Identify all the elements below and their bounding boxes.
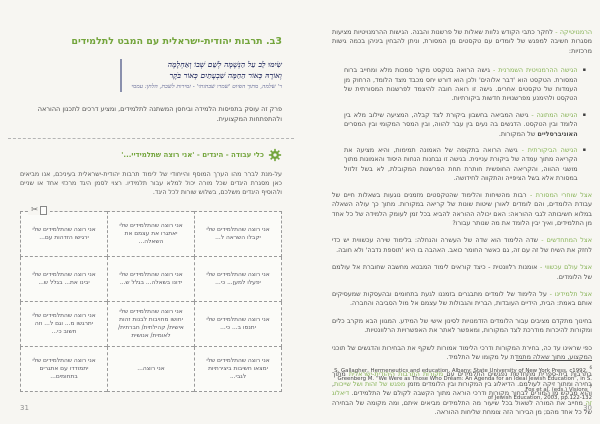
paragraph-text: שדה הלימוד הוא שדה של העשרה והנחלה: בלימ…	[332, 236, 592, 254]
closing-text: מחייב את המורה לשאול בכל שיעור מה התלמיד…	[332, 398, 592, 416]
bullet-item-moderate: ▪ הגישה המתונה - גישה המביאה בחשבון ביקו…	[344, 111, 586, 139]
approach-bullet-list: ▪ הגישה ההרמנויטית השמרנית - גישה הרואה …	[332, 66, 592, 183]
worksheet-row: אני רוצה שהתלמידים שלי יתנסו ב... כי... …	[20, 301, 282, 347]
closing-green-term: דיאלוג זה	[332, 389, 592, 407]
closing-text: , והוא מבקש מן המורים לבחור מקורות ודרכי…	[332, 379, 592, 398]
chapter-intro-paragraph: פרק זה עוסק בתפיסות הלמידה וביחסן המשתנה…	[37, 105, 282, 123]
quote-attribution: ר' שלמה, מתוך הפיוט 'שמרו שבתותי' - זמיר…	[131, 84, 282, 90]
section-title: 3ב. תרבות יהודית-ישראלית עם המבט לתלמידי…	[71, 36, 282, 47]
paragraph-lead: הרמנויטיקה -	[555, 28, 592, 36]
quote-line-2: וְאוֹרָהּ כְּאוֹר הַחַמָּה שִׁבְעָתַיִם …	[169, 71, 282, 80]
paragraph-lead: אצל שוחרי המסורת -	[530, 190, 592, 199]
closing-green-term: מקורות התרבות היהודית-ישראלית	[348, 370, 444, 379]
hermeneutics-intro: הרמנויטיקה - לחקר כתבי הקודש נלוות שאלות…	[332, 28, 592, 56]
worksheet: ✂ אני רוצה שהתלמידים שלי יקבלו השראה ל..…	[20, 205, 282, 392]
square-bullet-icon: ▪	[582, 111, 586, 118]
footnote-text: Greenberg M. “We Were as Those Who Dream…	[337, 376, 592, 393]
worksheet-cell: אני רוצה שהתלמידים שלי ידונו בשאלה... בג…	[107, 256, 195, 302]
paragraph-text: אומנות רלוונטית - כיצד קוראים לימוד המבט…	[332, 263, 592, 281]
dashed-divider	[8, 138, 294, 139]
quote-line-1: שִׂימוּ לֵב עַל הַנְּשָׁמָה לְשֵׁם שְׁבו…	[167, 60, 282, 69]
worksheet-cell: אני רוצה שהתלמידים שלי יתמודדו עם אתגרים…	[20, 346, 108, 392]
page-right: הרמנויטיקה - לחקר כתבי הקודש נלוות שאלות…	[332, 0, 592, 424]
footnote-number: 7	[589, 384, 592, 390]
worksheet-cell: אני רוצה שהתלמידים שלי ימצאו חשיבות ביצי…	[194, 346, 282, 392]
bullet-lead: הגישה הביקורתית -	[521, 146, 578, 155]
footnote-divider	[516, 360, 592, 362]
bullet-text: הגישה המתונה - גישה המביאה בחשבון ביקורת…	[344, 111, 578, 139]
bullet-body: של המקורות.	[498, 129, 538, 138]
paragraph-text: לחקר כתבי הקודש נלוות שאלות של פרשנות וה…	[332, 28, 592, 55]
worksheet-cell: אני רוצה שהתלמידים שלי יקבלו השראה ל...	[194, 211, 282, 257]
paragraph-text: בחינוך מתקדם מציבים עבור הלומדים הזדמנוי…	[332, 316, 592, 335]
gear-icon	[268, 148, 282, 162]
footnote-text: S. Gallagher, Hermeneutics and education…	[334, 368, 588, 375]
closing-green-term: מפגש של זהות ושל שייכות	[334, 379, 406, 388]
worksheet-cell: אני רוצה שהתלמידים שלי יתנסו ב... כי...	[194, 301, 282, 347]
paragraph-plain-2: כפי שראינו עד כה, בחירת המקורות ודרכי הל…	[332, 344, 592, 363]
cutline-marker: ✂	[28, 205, 51, 215]
closing-text: מתוך בחירה ומתוך זיקה לעולמם. הדיאלוג בי…	[332, 370, 593, 388]
paragraph-talmidim: אצל תלמידינו - על הלימוד של לומדים מתבגר…	[332, 290, 592, 309]
page-glyph-icon	[40, 205, 48, 215]
worksheet-row: אני רוצה שהתלמידים שלי יקבלו השראה ל... …	[20, 211, 282, 257]
worksheet-cell: אני רוצה שהתלמידים שלי יבינו את... בגלל …	[20, 256, 108, 302]
closing-text: בתרבות בית-ספרית מתחדשת נפגשים התלמידים …	[443, 370, 592, 379]
paragraph-plain-1: בחינוך מתקדם מציבים עבור הלומדים הזדמנוי…	[332, 317, 592, 336]
worksheet-cell: אני רוצה...	[107, 346, 195, 392]
footnote-greenberg-line1: Greenberg M. “We Were as Those Who Dream…	[332, 375, 592, 394]
footnote-block: S. Gallagher, Hermeneutics and education…	[332, 360, 592, 402]
bullet-text: הגישה הביקורתית - גישה הרואה בתקופה של ה…	[344, 146, 578, 184]
tool-heading: כלי עבודה - היגדים - 'אני רוצה שתלמידיי.…	[121, 151, 264, 159]
worksheet-cell: אני רוצה שהתלמידים שלי ירגישו הזדהות עם.…	[20, 211, 108, 257]
paragraph-lead: אצל עולם עכשווי -	[539, 263, 592, 272]
paragraph-text: על הלימוד של לומדים מתבגרים בזמננו לגעת …	[332, 289, 592, 308]
worksheet-table: אני רוצה שהתלמידים שלי יקבלו השראה ל... …	[20, 211, 282, 392]
square-bullet-icon: ▪	[582, 67, 586, 74]
paragraph-olam: אצל עולם עכשווי - אומנות רלוונטית - כיצד…	[332, 263, 592, 282]
worksheet-cell: אני רוצה שהתלמידים שלי יחושו מחויבות לבנ…	[107, 301, 195, 347]
bullet-bold-term: האוניברסליים	[537, 129, 578, 138]
closing-paragraph: בתרבות בית-ספרית מתחדשת נפגשים התלמידים …	[332, 370, 592, 417]
worksheet-cell: אני רוצה שהתלמידים שלי יתרגשו מ... וגם ל…	[20, 301, 108, 347]
worksheet-row: אני רוצה שהתלמידים שלי ימצאו חשיבות ביצי…	[20, 346, 282, 392]
scissors-icon: ✂	[31, 205, 39, 215]
worksheet-row: אני רוצה שהתלמידים שלי יפעלו למען... כי.…	[20, 256, 282, 302]
paragraph-text: רבות מהשיחות והלימוד שהטקסטים מזמנים נוג…	[332, 190, 592, 227]
bullet-body: גישה הרואה בטקסט מקור סמכות מלא ומחייב ב…	[344, 66, 578, 103]
paragraph-lead: אצל תלמידינו -	[549, 289, 592, 298]
worksheet-cell: אני רוצה שהתלמידים שלי יאתגרו את עצמם את…	[107, 211, 195, 257]
footnote-text: of Jewish Education, 2003, pp.122-132	[487, 395, 592, 401]
bullet-item-critical: ▪ הגישה הביקורתית - גישה הרואה בתקופה של…	[344, 146, 586, 184]
bullet-text: הגישה ההרמנויטית השמרנית - גישה הרואה בט…	[344, 66, 578, 104]
page-left: 3ב. תרבות יהודית-ישראלית עם המבט לתלמידי…	[8, 0, 294, 424]
page-number-left: 31	[20, 404, 29, 412]
page-number-right: 30	[583, 404, 592, 412]
quote-text: שִׂימוּ לֵב עַל הַנְּשָׁמָה לְשֵׁם שְׁבו…	[131, 59, 282, 92]
footnote-number: 6	[589, 365, 592, 371]
bullet-lead: הגישה המתונה -	[531, 110, 578, 119]
footnote-gallagher: S. Gallagher, Hermeneutics and education…	[332, 364, 592, 375]
bullet-body: גישה הרואה בתקופה של האמונה תמימות, והיא…	[344, 146, 578, 183]
bullet-body: גישה המביאה בחשבון ביקורת לצד קבלה, המצי…	[344, 110, 578, 129]
square-bullet-icon: ▪	[582, 147, 586, 154]
quote-block: שִׂימוּ לֵב עַל הַנְּשָׁמָה לְשֵׁם שְׁבו…	[20, 59, 282, 92]
paragraph-text: כפי שראינו עד כה, בחירת המקורות ודרכי הל…	[332, 343, 592, 361]
paragraph-masoret: אצל שוחרי המסורת - רבות מהשיחות והלימוד …	[332, 191, 592, 229]
paragraph-mithadshim: אצל המתחדשים - שדה הלימוד הוא שדה של העש…	[332, 236, 592, 255]
bullet-lead: הגישה ההרמנויטית השמרנית -	[492, 66, 578, 75]
footnote-greenberg-line2: of Jewish Education, 2003, pp.122-132	[332, 394, 592, 402]
worksheet-cell: אני רוצה שהתלמידים שלי יפעלו למען... כי.…	[194, 256, 282, 302]
tool-description: על-מנת לברר מהו הערך המוסף והייחודי של ל…	[20, 171, 282, 196]
quote-decoration-bar	[120, 59, 123, 92]
paragraph-lead: אצל המתחדשים -	[541, 236, 592, 245]
tool-heading-row: כלי עבודה - היגדים - 'אני רוצה שתלמידיי.…	[20, 148, 282, 162]
bullet-item-conservative: ▪ הגישה ההרמנויטית השמרנית - גישה הרואה …	[344, 66, 586, 104]
